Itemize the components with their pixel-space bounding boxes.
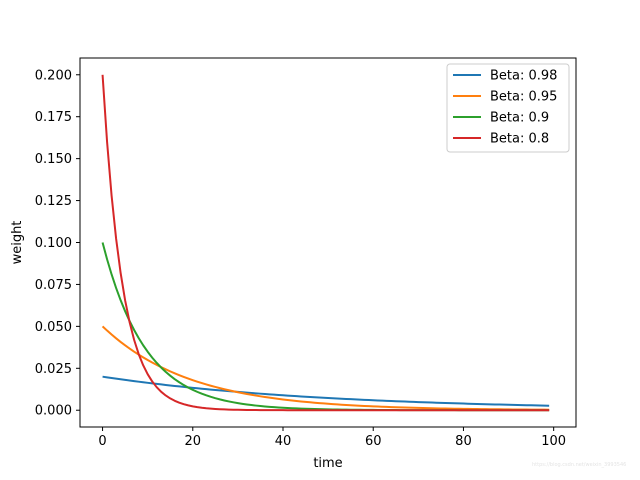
y-tick-label: 0.025: [35, 362, 72, 377]
legend-entry: Beta: 0.98: [490, 69, 557, 84]
y-axis-label: weight: [10, 221, 25, 265]
series-line: [102, 375, 550, 407]
y-tick-label: 0.075: [35, 278, 72, 293]
x-tick-label: 40: [275, 434, 292, 449]
x-axis-label: time: [313, 456, 342, 471]
x-tick-label: 80: [455, 434, 472, 449]
y-tick-label: 0.175: [35, 110, 72, 125]
y-tick-label: 0.100: [35, 236, 72, 251]
y-tick-label: 0.050: [35, 320, 72, 335]
y-tick-label: 0.000: [35, 404, 72, 419]
plot-frame: [79, 57, 577, 428]
series-lines: [101, 74, 550, 412]
x-tick-label: 20: [185, 434, 202, 449]
legend-entry: Beta: 0.8: [490, 132, 549, 147]
legend-entry: Beta: 0.95: [490, 90, 557, 105]
series-line: [101, 74, 550, 412]
x-tick-label: 0: [98, 434, 106, 449]
series-line: [101, 325, 550, 411]
legend-box: [446, 63, 570, 153]
x-tick-label: 100: [541, 434, 566, 449]
watermark: https://blog.csdn.net/weixin_3993546: [532, 462, 627, 468]
x-axis-ticks: 0 20 40 60 80 100: [98, 427, 566, 449]
y-tick-label: 0.150: [35, 152, 72, 167]
legend-entry: Beta: 0.9: [490, 111, 549, 126]
y-tick-label: 0.200: [35, 68, 72, 83]
legend: Beta: 0.98 Beta: 0.95 Beta: 0.9 Beta: 0.8: [446, 63, 570, 153]
x-tick-label: 60: [365, 434, 382, 449]
y-tick-label: 0.125: [35, 194, 72, 209]
y-axis-ticks: 0.000 0.025 0.050 0.075 0.100 0.125 0.150 0.175…: [35, 68, 80, 419]
